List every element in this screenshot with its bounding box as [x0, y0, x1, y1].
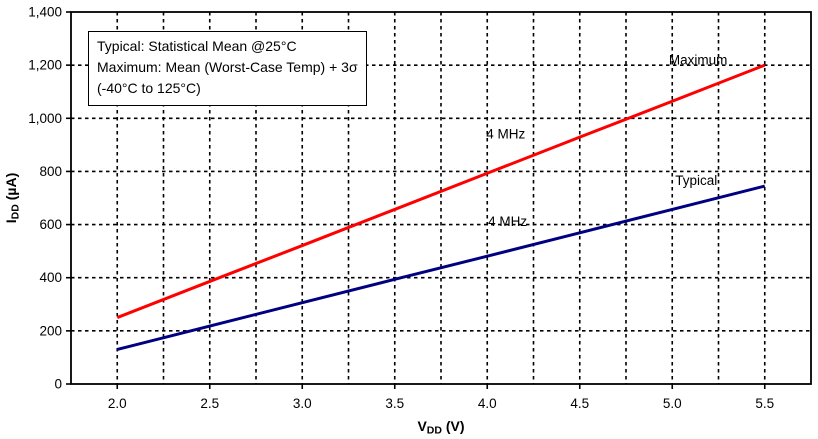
y-tick-label: 600	[39, 217, 62, 232]
y-tick-label: 200	[39, 323, 62, 338]
series-line-maximum	[116, 63, 766, 319]
x-tick-label: 3.5	[385, 396, 404, 411]
y-axis-label: IDD (µA)	[3, 173, 22, 223]
series-line-typical	[116, 184, 766, 351]
y-tick-label: 1,200	[28, 58, 62, 73]
y-tick-label: 400	[39, 270, 62, 285]
note-box: Typical: Statistical Mean @25°C Maximum:…	[88, 31, 367, 106]
plot-border	[70, 11, 812, 385]
annotation-typical-2: Typical	[675, 173, 717, 188]
y-tick-label: 1,400	[28, 5, 62, 20]
annotation-maximum-0: Maximum	[669, 52, 728, 67]
y-tick-label: 0	[54, 377, 62, 392]
annotation-4-mhz-1: 4 MHz	[486, 126, 525, 141]
y-tick-label: 800	[39, 164, 62, 179]
x-tick-label: 3.0	[293, 396, 312, 411]
x-tick-label: 5.0	[663, 396, 682, 411]
x-tick-label: 4.0	[478, 396, 497, 411]
x-axis-label: VDD (V)	[417, 418, 464, 437]
note-line-temp-range: (-40°C to 125°C)	[97, 80, 201, 96]
x-tick-label: 2.5	[200, 396, 219, 411]
x-tick-label: 5.5	[755, 396, 774, 411]
annotation-4-mhz-3: 4 MHz	[488, 214, 527, 229]
y-tick-label: 1,000	[28, 111, 62, 126]
note-line-typical: Typical: Statistical Mean @25°C	[97, 38, 297, 54]
x-tick-label: 4.5	[570, 396, 589, 411]
x-tick-label: 2.0	[108, 396, 127, 411]
note-line-maximum: Maximum: Mean (Worst-Case Temp) + 3σ	[97, 59, 358, 75]
